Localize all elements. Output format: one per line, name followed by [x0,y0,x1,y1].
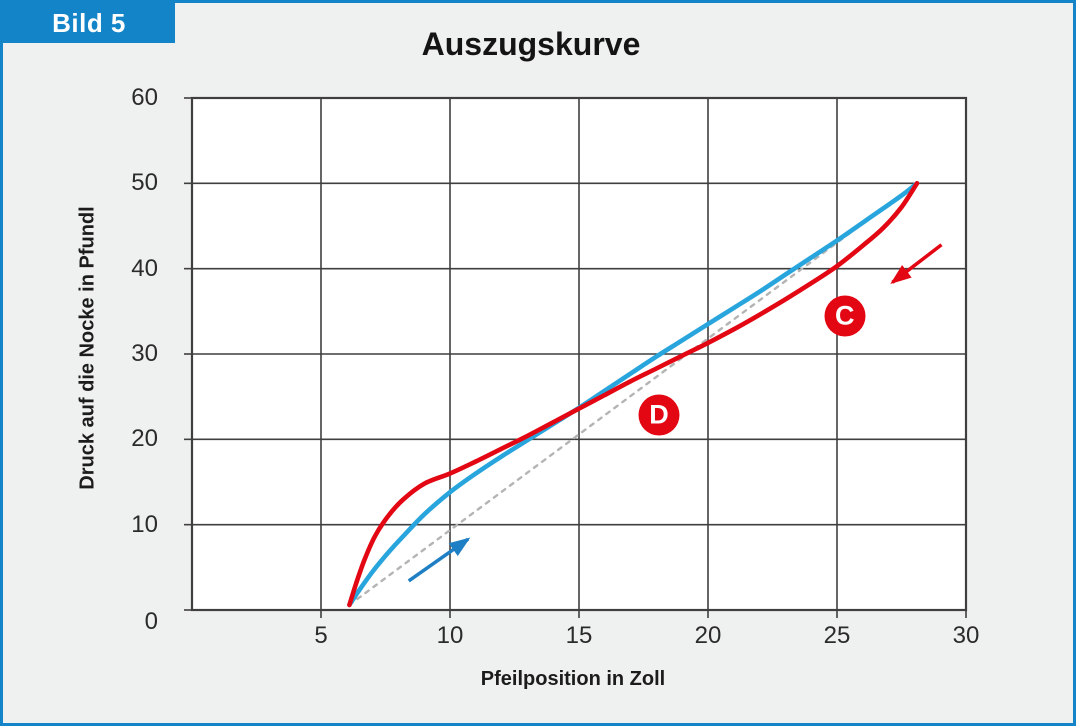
red-arrow [890,243,943,285]
x-tick-label: 30 [952,622,980,649]
y-tick-label: 0 [144,608,158,635]
curve-red [347,181,920,608]
x-tick-label: 20 [694,622,722,649]
blue-arrow [407,537,471,583]
x-tick-label: 25 [823,622,851,649]
y-tick-label: 40 [131,254,158,282]
y-tick-label: 20 [131,425,158,453]
y-tick-label: 50 [131,169,158,197]
reference-dashed [348,182,919,607]
x-tick-label: 15 [565,622,593,649]
x-tick-label: 5 [314,622,328,649]
curve-blue [347,181,920,608]
badge-C: C [824,295,866,337]
badge-D: D [638,394,680,436]
y-tick-label: 30 [131,340,158,367]
plot-border [190,96,968,612]
y-tick-label: 10 [131,510,158,538]
y-tick-label: 60 [131,84,158,111]
x-tick-label: 10 [436,622,464,649]
x-axis-label: Pfeilposition in Zoll [480,668,666,690]
figure-label: Bild 5 [3,3,175,43]
chart-title: Auszugskurve [421,26,641,62]
